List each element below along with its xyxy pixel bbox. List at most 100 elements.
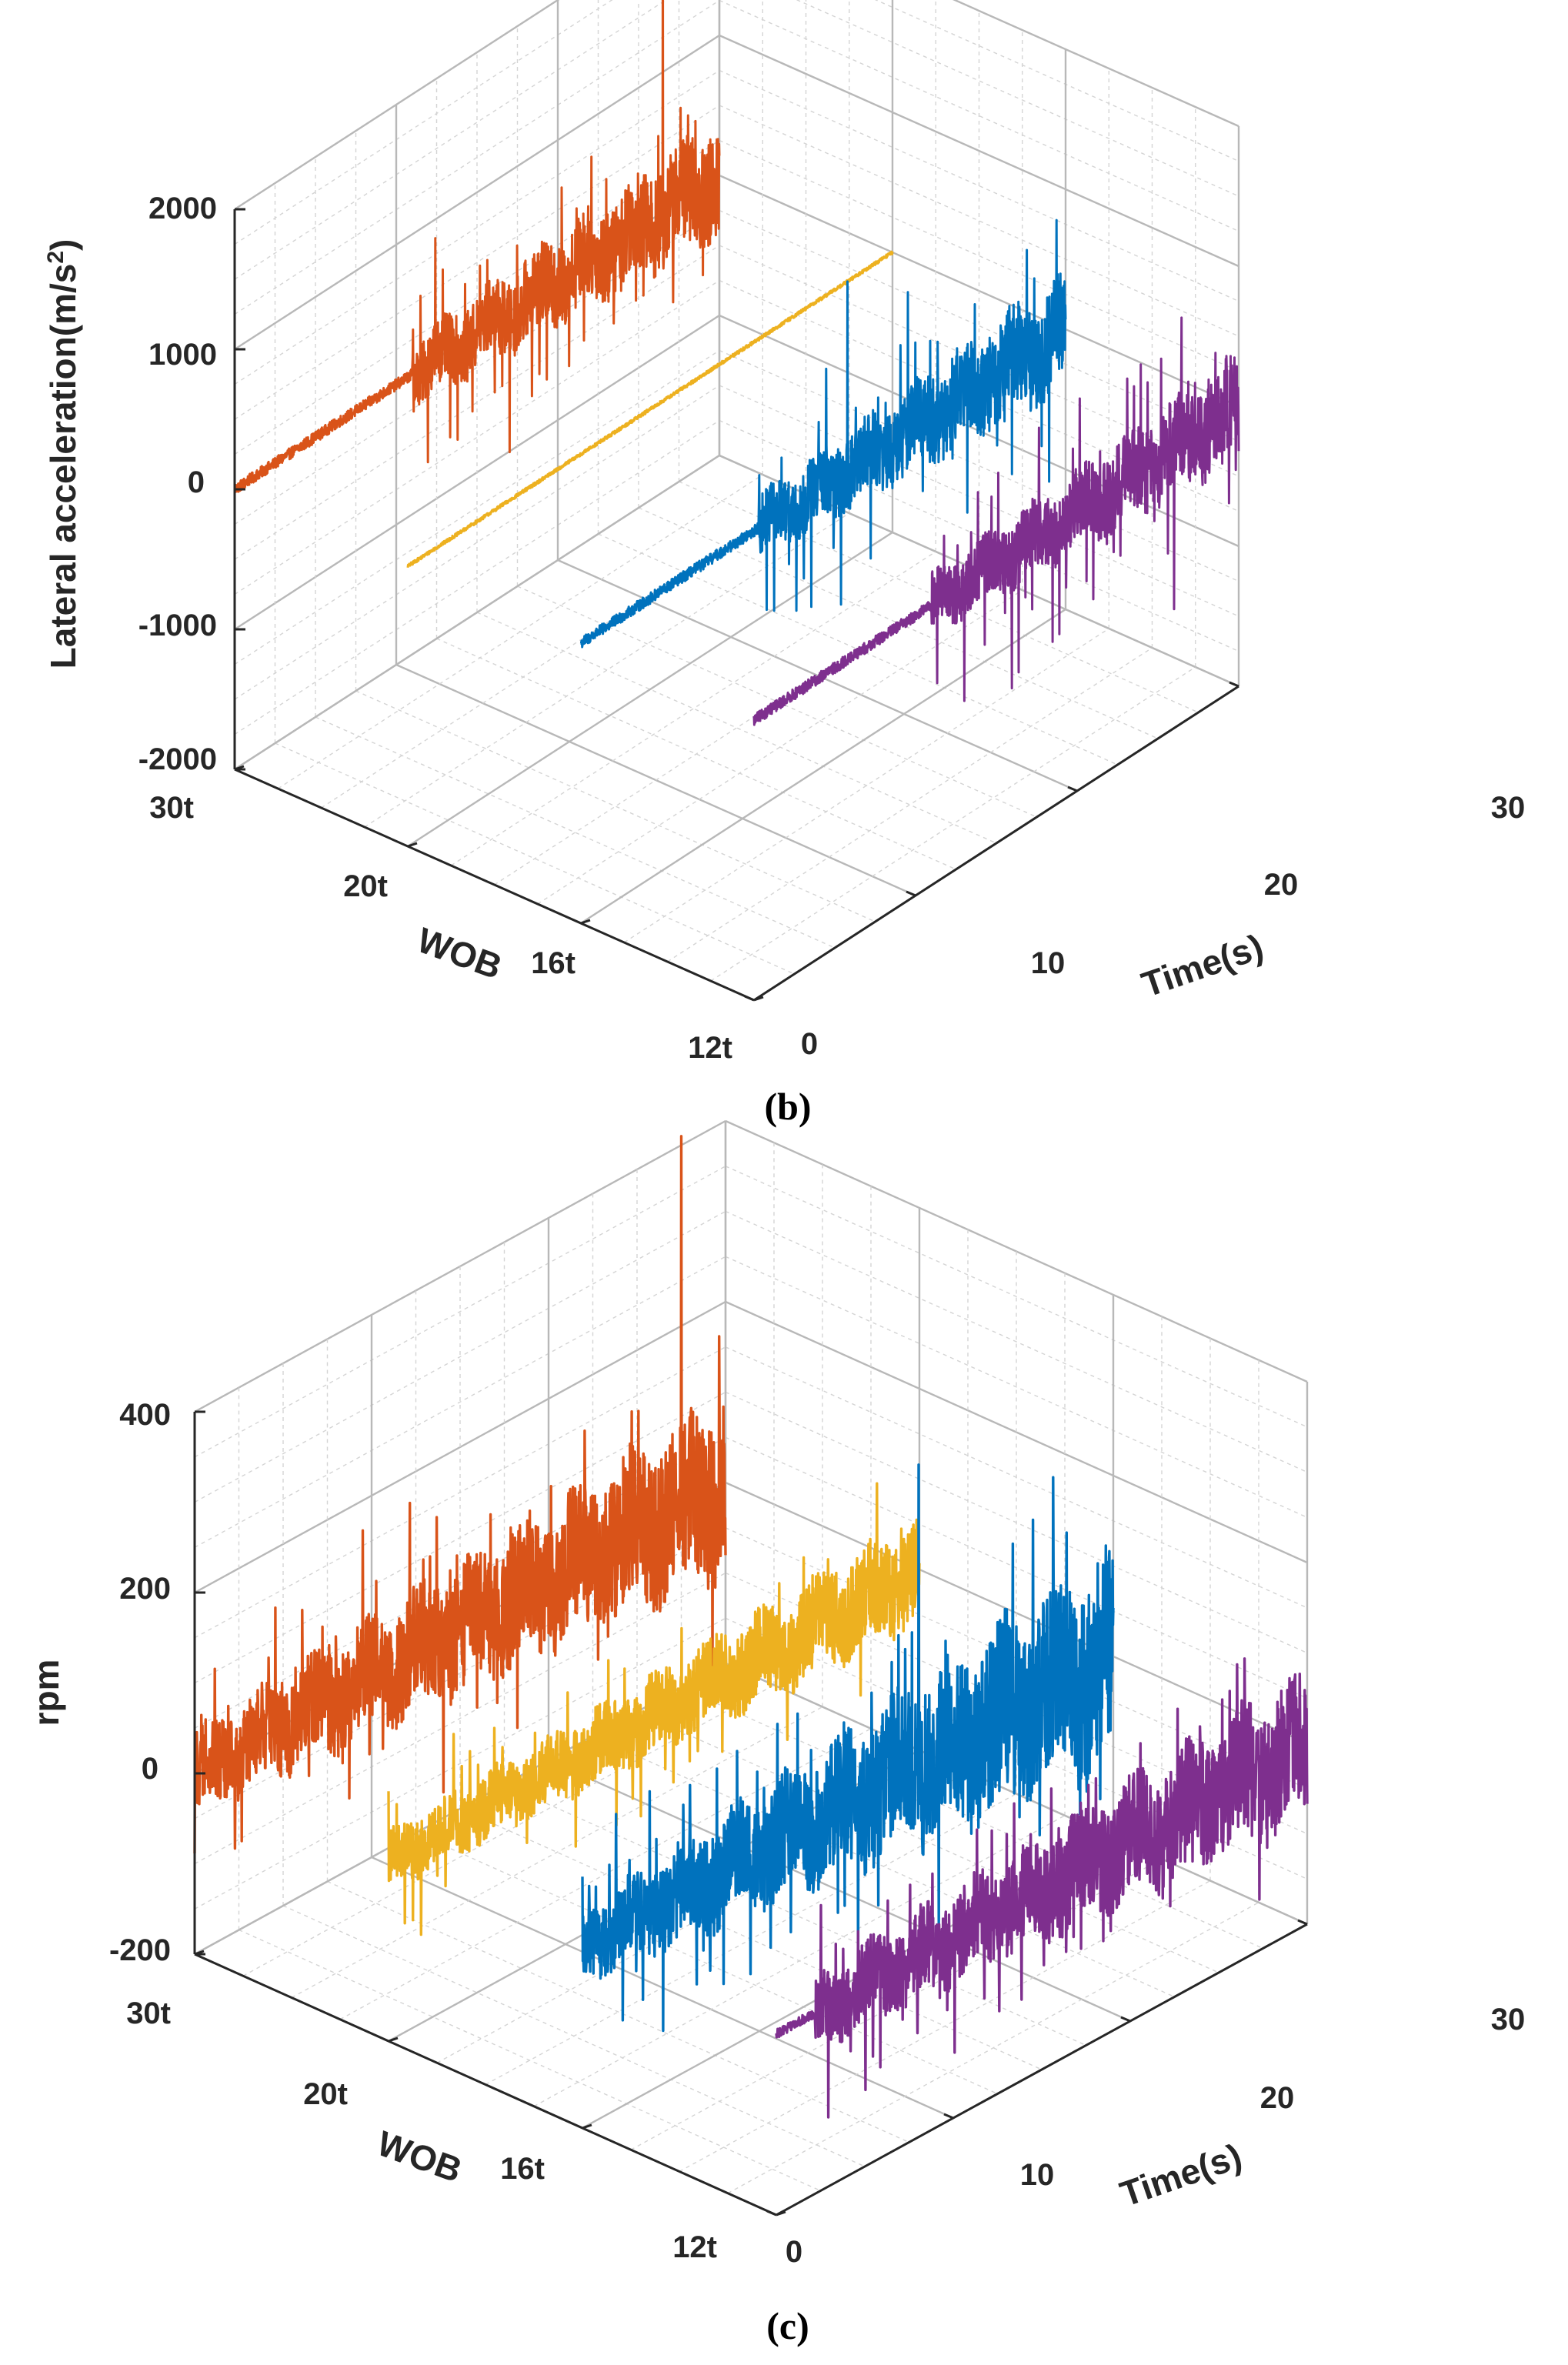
grid-line bbox=[194, 1617, 726, 1910]
time-tick bbox=[906, 890, 916, 897]
series-line-20t bbox=[387, 1482, 921, 1936]
grid-line bbox=[239, 1929, 821, 2192]
z-tick-label: 400 bbox=[119, 1398, 171, 1432]
grid-line bbox=[504, 1783, 1086, 2046]
grid-line bbox=[725, 1662, 1308, 1926]
grid-line bbox=[719, 279, 1239, 512]
wob-axis-label: WOB bbox=[412, 919, 507, 986]
time-tick bbox=[1067, 786, 1078, 792]
time-axis-line bbox=[776, 1923, 1308, 2217]
time-tick bbox=[1297, 1919, 1308, 1926]
wob-axis-line bbox=[194, 1953, 777, 2217]
x-tick-label: 20 bbox=[1264, 868, 1299, 902]
wob-tick bbox=[582, 2123, 592, 2130]
x-tick-label: 10 bbox=[1020, 2158, 1055, 2192]
grid-line bbox=[952, 0, 1239, 128]
grid-line bbox=[533, 1815, 1066, 2107]
y-tick-label: 20t bbox=[343, 869, 388, 903]
time-axis-label: Time(s) bbox=[1136, 926, 1268, 1005]
z-tick-label: 200 bbox=[119, 1572, 171, 1606]
grid-line bbox=[234, 349, 720, 665]
series-line-16t bbox=[581, 1463, 1115, 2033]
panel-b-chart: 2000 1000 0 -1000 -2000 30t 20t 16t 12t … bbox=[43, 0, 1525, 1128]
z-tick-label: -1000 bbox=[138, 609, 217, 642]
panel-b-series-group bbox=[233, 0, 1240, 726]
grid-line bbox=[636, 1711, 1219, 1973]
x-tick-label: 10 bbox=[1031, 946, 1066, 980]
grid-line bbox=[667, 647, 1153, 962]
wob-tick bbox=[407, 842, 418, 848]
wob-axis-line bbox=[234, 768, 755, 1002]
grid-line bbox=[355, 690, 876, 922]
grid-line bbox=[234, 0, 560, 211]
y-tick-label: 12t bbox=[672, 2230, 717, 2264]
time-tick bbox=[943, 2113, 954, 2120]
series-line-30t bbox=[193, 1135, 727, 1854]
grid-line bbox=[719, 34, 1239, 268]
time-tick bbox=[766, 2210, 777, 2217]
grid-line bbox=[727, 1902, 1259, 2194]
rpm-axis-label: rpm bbox=[26, 1660, 66, 1726]
grid-line bbox=[327, 1880, 909, 2143]
grid-line bbox=[194, 1527, 726, 1820]
grid-line bbox=[679, 1880, 1211, 2173]
panel-c-axes bbox=[193, 1410, 1308, 2217]
y-tick-label: 12t bbox=[688, 1031, 732, 1065]
grid-line bbox=[719, 209, 1239, 442]
grid-line bbox=[339, 1728, 872, 2020]
grid-line bbox=[580, 608, 1066, 925]
panel-b-axes bbox=[233, 208, 1239, 1002]
grid-line bbox=[725, 1166, 1308, 1428]
panel-c-caption: (c) bbox=[766, 2304, 809, 2347]
z-tick-label: -200 bbox=[109, 1933, 171, 1967]
time-axis-line bbox=[753, 685, 1239, 1002]
grid-line bbox=[725, 1256, 1308, 1518]
grid-line bbox=[719, 349, 1239, 582]
time-tick bbox=[1120, 2016, 1131, 2023]
y-tick-label: 20t bbox=[303, 2077, 348, 2111]
wob-tick bbox=[580, 919, 591, 925]
series-line-30t bbox=[233, 0, 721, 494]
wob-tick bbox=[194, 1950, 205, 1956]
z-tick-label: -2000 bbox=[138, 742, 217, 776]
x-tick-label: 30 bbox=[1491, 791, 1526, 825]
series-line-20t bbox=[406, 250, 894, 568]
z-tick-label: 0 bbox=[142, 1752, 158, 1786]
y-tick-label: 16t bbox=[500, 2152, 545, 2186]
x-tick-label: 0 bbox=[786, 2235, 802, 2269]
panel-b-caption: (b) bbox=[764, 1085, 811, 1128]
wob-tick bbox=[388, 2036, 399, 2043]
grid-line bbox=[407, 531, 893, 848]
grid-line bbox=[234, 454, 720, 771]
y-tick-label: 16t bbox=[531, 946, 575, 980]
grid-line bbox=[291, 1706, 823, 1999]
x-tick-label: 0 bbox=[801, 1027, 818, 1061]
panel-c-chart: 400 200 0 -200 30t 20t 16t 12t 0 10 20 3… bbox=[26, 1119, 1525, 2347]
grid-line bbox=[194, 1572, 726, 1865]
z-tick-label: 1000 bbox=[148, 338, 217, 372]
wob-axis-label: WOB bbox=[372, 2123, 467, 2190]
grid-line bbox=[719, 419, 1239, 652]
grid-line bbox=[450, 551, 936, 866]
series-line-16t bbox=[579, 218, 1067, 649]
grid-line bbox=[476, 612, 997, 844]
grid-line bbox=[710, 666, 1196, 982]
grid-line bbox=[719, 139, 1239, 372]
grid-line bbox=[234, 34, 720, 351]
x-tick-label: 20 bbox=[1260, 2081, 1295, 2115]
time-tick bbox=[744, 995, 755, 1002]
y-tick-label: 30t bbox=[126, 1996, 171, 2030]
series-line-12t bbox=[775, 1657, 1309, 2119]
z-tick-label: 0 bbox=[188, 465, 205, 499]
wob-tick bbox=[776, 2210, 786, 2217]
grid-line bbox=[796, 0, 1239, 197]
y-tick-label: 30t bbox=[149, 791, 194, 825]
time-tick bbox=[1229, 681, 1239, 688]
lateral-acceleration-axis-label: Lateral acceleration(m/s2) bbox=[43, 239, 83, 669]
wob-tick bbox=[234, 765, 245, 771]
grid-line bbox=[194, 1210, 726, 1503]
grid-line bbox=[242, 1684, 775, 1976]
grid-line bbox=[194, 1166, 726, 1458]
wob-tick bbox=[753, 996, 764, 1002]
